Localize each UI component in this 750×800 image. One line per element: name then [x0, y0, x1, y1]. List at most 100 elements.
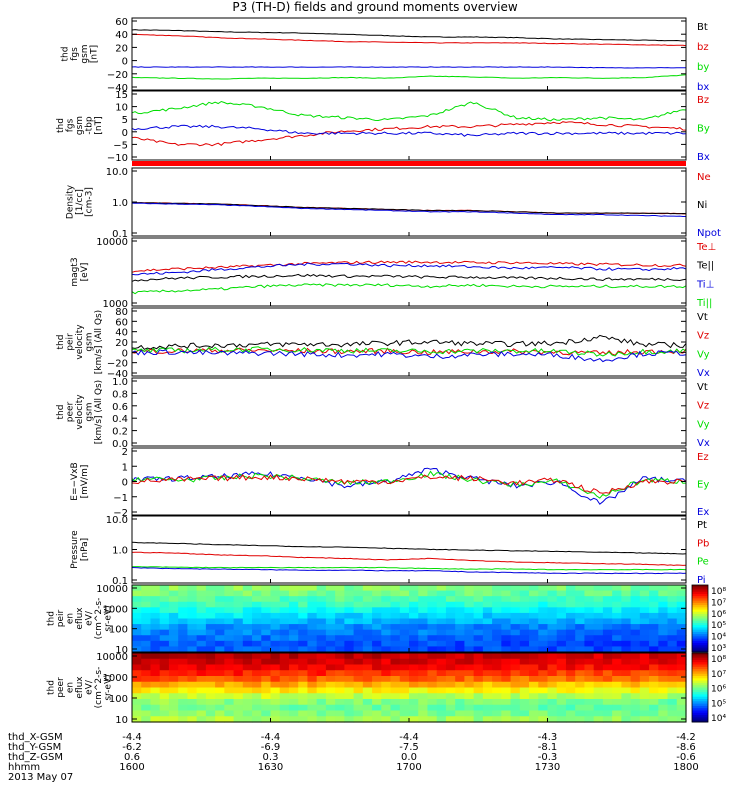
- peer_spectrogram-cell: [325, 670, 336, 677]
- peir_spectrogram-cell: [445, 590, 456, 597]
- peer_spectrogram-cell: [565, 653, 576, 660]
- peir_spectrogram-cell: [399, 596, 410, 603]
- peer_spectrogram-cell: [298, 699, 309, 706]
- peir_spectrogram-cell: [399, 612, 410, 620]
- peir_spectrogram-cell: [418, 596, 429, 603]
- peir_spectrogram-cell: [381, 640, 392, 648]
- peer_spectrogram-cell: [418, 710, 429, 717]
- peir_spectrogram-cell: [667, 629, 678, 636]
- fgs_gsm-series-line-black: [131, 29, 687, 42]
- peer_spectrogram-cell: [362, 676, 373, 683]
- peir_spectrogram-cell: [482, 635, 493, 642]
- peer_spectrogram-cell: [473, 664, 484, 671]
- peir_spectrogram-cell: [261, 618, 272, 625]
- peer_spectrogram-colorbar-cell: [692, 680, 708, 684]
- peir_spectrogram-cell: [381, 612, 392, 620]
- peer_spectrogram-cell: [215, 664, 225, 671]
- peir_velocity-series-line-red: [131, 347, 687, 356]
- peer_spectrogram-cell: [464, 664, 475, 671]
- peer_spectrogram-cell: [150, 716, 161, 723]
- peer_spectrogram-cell: [538, 704, 549, 712]
- peir_spectrogram-cell: [621, 596, 632, 603]
- peer_velocity-legend-label: Vz: [697, 401, 709, 412]
- peir_spectrogram-cell: [279, 618, 290, 625]
- peir_spectrogram-cell: [418, 585, 429, 592]
- peer_spectrogram-cell: [529, 676, 539, 683]
- peer_spectrogram-cell: [630, 704, 641, 712]
- peir_spectrogram-cell: [538, 624, 549, 631]
- peer_spectrogram-cell: [455, 704, 465, 712]
- peer_spectrogram-colorbar-cell: [692, 708, 708, 711]
- peer_spectrogram-cell: [178, 653, 188, 660]
- peir_velocity-ylabel: velocity: [75, 324, 85, 360]
- peer_spectrogram-cell: [316, 653, 327, 660]
- peir_spectrogram-cell: [565, 646, 576, 653]
- peir_spectrogram-cell: [602, 585, 613, 592]
- peir_spectrogram-cell: [353, 585, 364, 592]
- peer_spectrogram-cell: [455, 693, 465, 700]
- peer_velocity-ytick-label: 0.4: [112, 414, 128, 425]
- peir_spectrogram-cell: [242, 596, 253, 603]
- peer_spectrogram-cell: [519, 699, 530, 706]
- peir_spectrogram-cell: [252, 585, 262, 592]
- peir_spectrogram-cell: [612, 585, 622, 592]
- peir_spectrogram-cell: [362, 640, 373, 648]
- peer_spectrogram-cell: [639, 699, 650, 706]
- density-series-line-black: [132, 202, 687, 215]
- peir_spectrogram-cell: [427, 635, 438, 642]
- peir_spectrogram-cell: [178, 618, 188, 625]
- peir_spectrogram-cell: [473, 585, 484, 592]
- peir_spectrogram-cell: [390, 585, 401, 592]
- peir_spectrogram-cell: [445, 618, 456, 625]
- peir_spectrogram-cell: [519, 590, 530, 597]
- peer_spectrogram-cell: [529, 670, 539, 677]
- peir_spectrogram-cell: [159, 612, 170, 620]
- peer_spectrogram-cell: [501, 716, 512, 723]
- peer_spectrogram-cell: [270, 704, 281, 712]
- peir_spectrogram-cell: [427, 640, 438, 648]
- peer_spectrogram-cell: [658, 716, 669, 723]
- peer_spectrogram-cell: [270, 664, 281, 671]
- peir_spectrogram-cell: [362, 646, 373, 653]
- density-ytick-label: 10.0: [106, 167, 128, 178]
- peir_spectrogram-cell: [344, 590, 355, 597]
- fgs_gsm-ylabel: fgs: [70, 47, 80, 61]
- peer_spectrogram-cell: [593, 664, 604, 671]
- peir_spectrogram-cell: [436, 635, 447, 642]
- peir_spectrogram-cell: [639, 596, 650, 603]
- peir_spectrogram-colorbar-cell: [692, 607, 708, 611]
- peir_spectrogram-cell: [676, 607, 687, 614]
- peer_spectrogram-cell: [242, 710, 253, 717]
- peer_spectrogram-cell: [159, 687, 170, 694]
- peer_spectrogram-cell: [381, 716, 392, 723]
- peer_velocity-legend-label: Vt: [697, 382, 708, 393]
- fgs_gsm_tbp-ytick-label: 10: [115, 103, 128, 114]
- xaxis-tick-label-t: 1700: [396, 762, 421, 773]
- peir_spectrogram-cell: [501, 607, 512, 614]
- peir_spectrogram-cell: [325, 601, 336, 608]
- peer_spectrogram-cell: [501, 681, 512, 689]
- peer_spectrogram-cell: [593, 670, 604, 677]
- peir_spectrogram-cell: [538, 585, 549, 592]
- peir_spectrogram-cell: [242, 646, 253, 653]
- peir_spectrogram-cell: [630, 629, 641, 636]
- peir_spectrogram-cell: [556, 646, 567, 653]
- density-legend-label: Ni: [697, 200, 707, 211]
- peir_spectrogram-cell: [224, 635, 235, 642]
- temperature-frame: [131, 237, 687, 307]
- peir_spectrogram-cell: [584, 635, 595, 642]
- peir_spectrogram-cell: [436, 624, 447, 631]
- peer_spectrogram-cell: [445, 693, 456, 700]
- peir_spectrogram-cell: [168, 624, 179, 631]
- peir_spectrogram-cell: [473, 635, 484, 642]
- peir_spectrogram-cell: [372, 607, 382, 614]
- peer_spectrogram-cell: [501, 687, 512, 694]
- peer_spectrogram-cell: [409, 653, 419, 660]
- peir_spectrogram-cell: [667, 607, 678, 614]
- peir_spectrogram-cell: [529, 646, 539, 653]
- xaxis-row-label: thd_Y-GSM: [8, 742, 61, 753]
- peer_spectrogram-cell: [547, 710, 558, 717]
- peer_spectrogram-cell: [215, 716, 225, 723]
- peer_spectrogram-cell: [593, 681, 604, 689]
- peir_spectrogram-ytick-label: 10: [115, 645, 128, 656]
